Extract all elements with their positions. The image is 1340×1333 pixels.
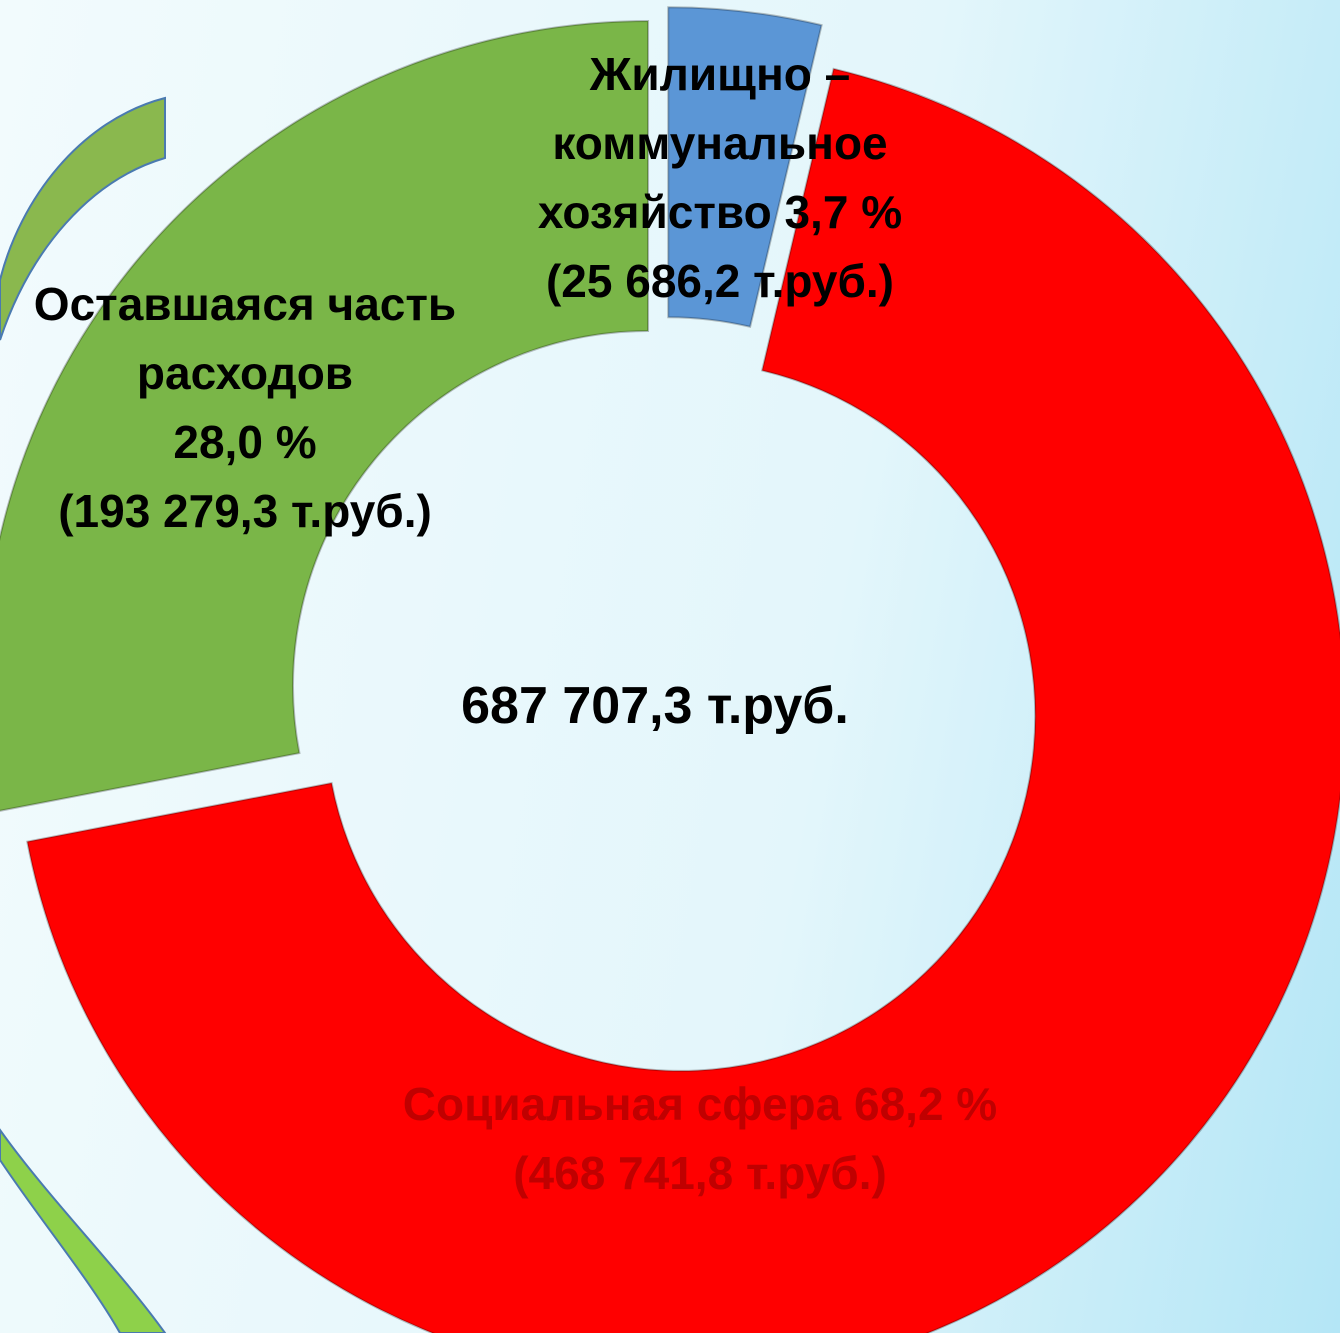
value-label: 28,0 % <box>173 416 316 468</box>
value-label: 3,7 % <box>784 186 902 238</box>
decor-arrow <box>0 1130 165 1333</box>
amount-label: (468 741,8 т.руб.) <box>513 1147 887 1199</box>
page: Жилищно – коммунальное хозяйство 3,7 %(2… <box>0 0 1340 1333</box>
segment-label: Жилищно – коммунальное хозяйство 3,7 %(2… <box>505 40 935 316</box>
total-label: 687 707,3 т.руб. <box>355 672 955 741</box>
amount-label: (25 686,2 т.руб.) <box>546 255 894 307</box>
amount-label: (193 279,3 т.руб.) <box>58 485 432 537</box>
value-label: 68,2 % <box>854 1078 997 1130</box>
total-text: 687 707,3 т.руб. <box>461 677 849 735</box>
segment-label: Оставшаяся часть расходов 28,0 % (193 279,… <box>10 270 480 546</box>
category-label: Социальная сфера <box>403 1078 841 1130</box>
category-label: Оставшаяся часть расходов <box>34 278 456 399</box>
segment-label: Социальная сфера 68,2 % (468 741,8 т.руб.… <box>300 1070 1100 1208</box>
